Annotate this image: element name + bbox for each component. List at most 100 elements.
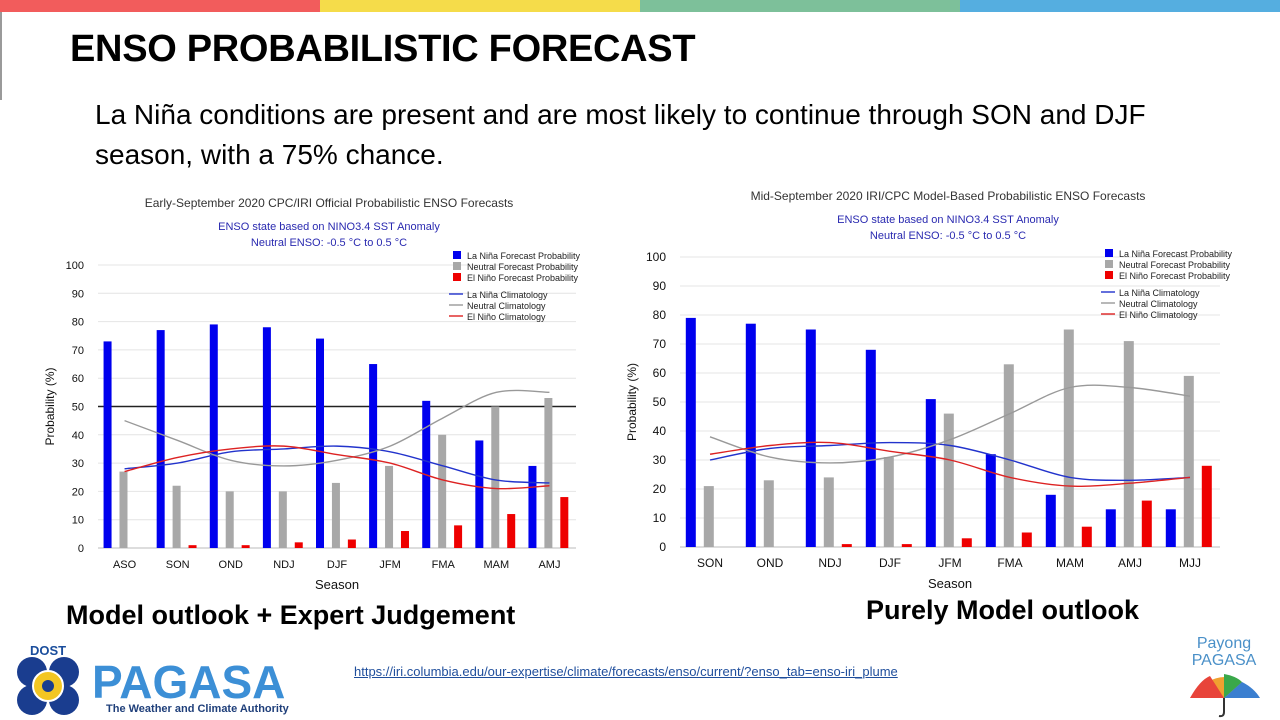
- bar-la-son: [685, 317, 696, 547]
- y-tick-label: 80: [72, 317, 84, 329]
- intro-text: La Niña conditions are present and are m…: [95, 99, 1146, 170]
- bar-la-djf: [316, 338, 325, 548]
- legend-label: El Niño Forecast Probability: [1119, 271, 1231, 281]
- payong-line2: PAGASA: [1192, 652, 1257, 669]
- x-tick-label: ASO: [113, 559, 137, 571]
- bar-neutral-amj: [1123, 341, 1134, 547]
- x-tick-label: JFM: [938, 556, 961, 570]
- legend-label: La Niña Climatology: [467, 290, 548, 300]
- top-bar-green: [640, 0, 960, 12]
- left-accent-line: [0, 12, 2, 100]
- bar-la-son: [156, 330, 165, 548]
- top-bar-yellow: [320, 0, 640, 12]
- top-bar-red: [0, 0, 320, 12]
- caption-right: Purely Model outlook: [866, 595, 1140, 625]
- x-tick-label: MAM: [483, 559, 509, 571]
- bar-neutral-jfm: [943, 413, 954, 547]
- logo-tagline: The Weather and Climate Authority: [106, 703, 290, 715]
- x-axis-label: Season: [928, 576, 972, 591]
- bar-neutral-djf: [331, 482, 340, 548]
- x-tick-label: DJF: [327, 559, 347, 571]
- payong-line1: Payong: [1197, 635, 1251, 652]
- bar-neutral-fma: [438, 434, 447, 548]
- bar-el-ond: [241, 545, 250, 548]
- x-tick-label: FMA: [432, 559, 456, 571]
- bar-el-jfm: [400, 531, 409, 548]
- legend-swatch: [453, 273, 461, 281]
- chart-title: Early-September 2020 CPC/IRI Official Pr…: [145, 196, 514, 210]
- legend-label: El Niño Climatology: [1119, 310, 1198, 320]
- bar-la-mjj: [1165, 509, 1176, 547]
- chart-subtitle: ENSO state based on NINO3.4 SST Anomaly: [837, 214, 1059, 226]
- bar-la-mam: [1045, 494, 1056, 547]
- x-tick-label: NDJ: [818, 556, 841, 570]
- y-tick-label: 70: [72, 345, 84, 357]
- legend-label: Neutral Climatology: [1119, 299, 1198, 309]
- y-tick-label: 20: [653, 482, 667, 496]
- y-tick-label: 30: [72, 458, 84, 470]
- chart-model-forecast: Mid-September 2020 IRI/CPC Model-Based P…: [625, 189, 1233, 591]
- y-tick-label: 10: [653, 511, 667, 525]
- y-tick-label: 30: [653, 453, 667, 467]
- line-el-climatology: [709, 441, 1191, 488]
- x-tick-label: NDJ: [273, 559, 294, 571]
- legend-label: Neutral Forecast Probability: [467, 262, 579, 272]
- logo-dost-text: DOST: [30, 643, 66, 658]
- x-tick-label: SON: [697, 556, 723, 570]
- y-tick-label: 0: [659, 540, 666, 554]
- y-tick-label: 40: [653, 424, 667, 438]
- legend-swatch: [1105, 271, 1113, 279]
- legend-label: La Niña Forecast Probability: [467, 251, 581, 261]
- bar-neutral-son: [703, 486, 714, 547]
- bar-el-mjj: [1201, 465, 1212, 547]
- bar-la-amj: [1105, 509, 1116, 547]
- legend-label: El Niño Forecast Probability: [467, 273, 579, 283]
- pagasa-seal-icon: [17, 657, 79, 715]
- source-link[interactable]: https://iri.columbia.edu/our-expertise/c…: [354, 664, 898, 679]
- y-tick-label: 80: [653, 308, 667, 322]
- x-tick-label: OND: [757, 556, 784, 570]
- bar-la-ndj: [805, 329, 816, 547]
- y-tick-label: 60: [653, 366, 667, 380]
- x-tick-label: DJF: [879, 556, 901, 570]
- bar-el-jfm: [961, 538, 972, 547]
- legend-swatch: [1105, 260, 1113, 268]
- legend-label: La Niña Forecast Probability: [1119, 249, 1233, 259]
- bar-neutral-son: [172, 485, 181, 548]
- bar-la-jfm: [925, 399, 936, 547]
- y-axis-label: Probability (%): [625, 363, 639, 441]
- bar-neutral-ndj: [823, 477, 834, 547]
- chart-subtitle: ENSO state based on NINO3.4 SST Anomaly: [218, 221, 440, 233]
- chart-official-forecast: Early-September 2020 CPC/IRI Official Pr…: [43, 196, 581, 592]
- bar-neutral-ond: [225, 491, 234, 548]
- chart-title: Mid-September 2020 IRI/CPC Model-Based P…: [751, 189, 1146, 203]
- bar-neutral-amj: [544, 398, 553, 548]
- bar-la-ond: [209, 324, 218, 548]
- y-tick-label: 50: [72, 402, 84, 414]
- y-tick-label: 70: [653, 337, 667, 351]
- bar-el-amj: [1141, 500, 1152, 547]
- bar-la-amj: [528, 465, 537, 548]
- bar-el-djf: [347, 539, 356, 548]
- bar-el-djf: [901, 544, 912, 547]
- chart-subtitle: Neutral ENSO: -0.5 °C to 0.5 °C: [251, 237, 407, 249]
- bar-la-mam: [475, 440, 484, 548]
- bar-neutral-ndj: [278, 491, 287, 548]
- bar-el-amj: [560, 497, 569, 548]
- bar-neutral-mam: [491, 406, 500, 548]
- y-tick-label: 20: [72, 486, 84, 498]
- y-tick-label: 90: [653, 279, 667, 293]
- y-tick-label: 10: [72, 515, 84, 527]
- x-tick-label: AMJ: [538, 559, 560, 571]
- bar-la-jfm: [369, 364, 378, 548]
- y-tick-label: 50: [653, 395, 667, 409]
- legend-label: Neutral Climatology: [467, 301, 546, 311]
- payong-pagasa-logo: Payong PAGASA: [1190, 635, 1260, 718]
- line-la-climatology: [709, 441, 1191, 482]
- y-tick-label: 40: [72, 430, 84, 442]
- y-tick-label: 0: [78, 543, 84, 555]
- legend-swatch: [453, 251, 461, 259]
- x-tick-label: MJJ: [1179, 556, 1201, 570]
- bar-neutral-mam: [1063, 329, 1074, 547]
- bar-el-ndj: [841, 544, 852, 547]
